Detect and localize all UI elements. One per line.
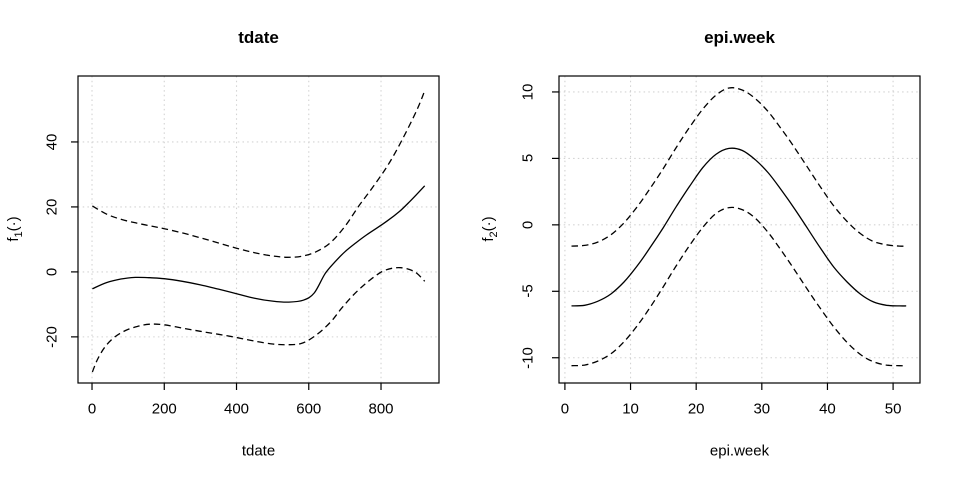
plot-border [558,75,921,384]
x-tick-label-tdate-400: 400 [224,400,250,418]
y-axis-label-f2-sub: 2 [488,231,500,238]
y-axis-label-f1-sub: 1 [13,231,25,238]
x-tick-label-tdate-600: 600 [296,400,322,418]
x-tick-label-epi-week-0: 0 [560,400,570,418]
x-tick-label-epi-week-20: 20 [687,400,705,418]
x-tick-label-tdate-0: 0 [87,400,97,418]
y-tick-label-epi-week-5: 5 [519,154,537,163]
x-tick-label-tdate-200: 200 [151,400,177,418]
x-tick-label-tdate-800: 800 [368,400,394,418]
y-tick-label-epi-week--5: -5 [519,284,537,298]
y-tick-label-epi-week--10: -10 [519,346,537,369]
plot-title-tdate: tdate [238,28,279,47]
y-tick-label-epi-week-0: 0 [519,220,537,230]
upper-ci-line [571,87,907,247]
plot-border [77,75,440,384]
y-axis-label-f2: f2(·) [480,216,500,241]
x-axis-label-tdate: tdate [241,442,276,460]
x-tick-label-epi-week-50: 50 [884,400,902,418]
y-tick-label-tdate-0: 0 [43,267,61,277]
fit-line [92,185,426,303]
fit-line [571,147,907,307]
y-axis-label-f1-base: f [5,237,22,242]
x-tick-label-epi-week-30: 30 [753,400,771,418]
y-tick-label-tdate-40: 40 [43,133,61,151]
upper-ci-line [92,90,426,258]
x-tick-label-epi-week-40: 40 [819,400,836,418]
x-axis-label-epi-week: epi.week [709,442,770,460]
lower-ci-line [91,266,426,373]
y-tick-label-tdate-20: 20 [43,198,61,216]
y-axis-label-f1: f1(·) [5,216,25,241]
lower-ci-line [571,206,907,367]
y-axis-label-f2-base: f [480,237,497,242]
y-axis-label-f1-rest: (·) [5,216,22,232]
y-tick-label-epi-week-10: 10 [519,83,537,101]
x-tick-label-epi-week-10: 10 [622,400,639,418]
y-tick-label-tdate--20: -20 [43,326,61,348]
plot-title-epi-week: epi.week [704,28,775,47]
y-axis-label-f2-rest: (·) [480,216,497,232]
